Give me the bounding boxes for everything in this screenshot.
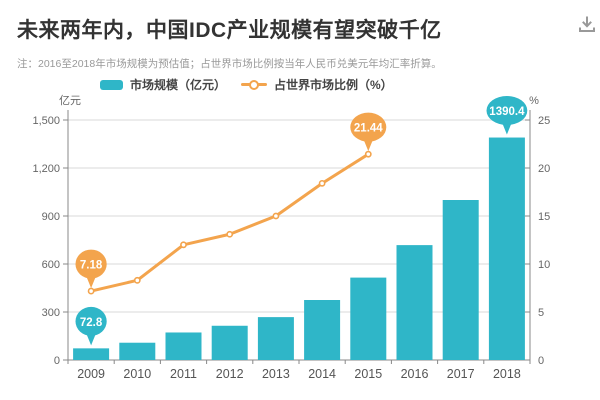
pin-value-label: 21.44 (354, 123, 383, 135)
world-share-line (89, 152, 370, 293)
pin-value-label: 72.8 (80, 317, 103, 329)
bar-2017 (442, 200, 479, 360)
x-axis-year-label: 2017 (447, 367, 475, 381)
line-point-2015 (364, 150, 372, 158)
x-axis-year-label: 2009 (77, 367, 105, 381)
bar-2012 (211, 325, 248, 360)
line-point-2009 (87, 287, 95, 295)
page-title: 未来两年内，中国IDC产业规模有望突破千亿 (17, 19, 442, 42)
left-axis-unit-label: 亿元 (59, 94, 81, 107)
right-axis-tick-label: 20 (538, 163, 550, 175)
legend-item-world-share: 占世界市场比例（%） (241, 76, 393, 93)
bar-2015 (350, 277, 387, 360)
x-axis-year-label: 2010 (123, 367, 151, 381)
legend-item-market-size: 市场规模（亿元） (100, 76, 226, 93)
bar-2014 (304, 300, 341, 360)
right-axis-tick-label: 15 (538, 211, 550, 223)
right-axis-unit-label: % (529, 95, 539, 107)
bar-2011 (165, 332, 202, 360)
line-point-2011 (180, 241, 187, 249)
bar-2009 (73, 348, 110, 360)
bar-2013 (257, 317, 294, 360)
left-axis-tick-label: 0 (54, 355, 60, 367)
line-point-2010 (133, 276, 141, 284)
data-label-pin-2009: 72.8 (75, 306, 107, 346)
x-axis-year-label: 2013 (262, 367, 290, 381)
data-label-pin-2015: 21.44 (350, 112, 387, 152)
footnote: 注：2016至2018年市场规模为预估值；占世界市场比例按当年人民币兑美元年均汇… (17, 58, 442, 70)
data-label-pin-2018: 1390.4 (486, 96, 528, 135)
pin-value-label: 7.18 (80, 260, 103, 272)
x-axis-year-label: 2015 (354, 367, 382, 381)
right-axis-tick-label: 25 (538, 115, 550, 127)
pin-value-label: 1390.4 (489, 106, 525, 118)
right-axis-tick-label: 0 (538, 355, 544, 367)
x-axis-year-label: 2012 (216, 367, 244, 381)
line-series-marker-icon (241, 79, 268, 91)
line-point-2012 (226, 230, 234, 238)
left-axis-tick-label: 900 (42, 211, 60, 223)
chart-legend: 市场规模（亿元） 占世界市场比例（%） (100, 76, 393, 93)
x-axis-year-label: 2016 (401, 367, 429, 381)
bar-2010 (119, 342, 156, 360)
right-axis-tick-label: 5 (538, 307, 544, 319)
bar-2018 (488, 137, 525, 360)
download-icon (579, 16, 595, 32)
download-button[interactable] (576, 13, 598, 35)
data-label-pin-2009: 7.18 (75, 249, 107, 289)
right-axis-tick-label: 10 (538, 259, 550, 271)
line-point-2014 (318, 179, 326, 187)
left-axis-tick-label: 300 (42, 307, 60, 319)
left-axis-tick-label: 600 (42, 259, 60, 271)
bar-series-swatch (100, 79, 123, 90)
x-axis-year-label: 2018 (493, 367, 521, 381)
legend-label: 市场规模（亿元） (130, 78, 227, 92)
left-axis-tick-label: 1,200 (32, 163, 60, 175)
bar-2016 (396, 245, 433, 360)
x-axis-year-label: 2011 (170, 367, 197, 381)
line-point-2013 (272, 212, 280, 220)
legend-label: 占世界市场比例（%） (274, 78, 393, 92)
left-axis-tick-label: 1,500 (32, 115, 60, 127)
x-axis-year-label: 2014 (308, 367, 336, 381)
